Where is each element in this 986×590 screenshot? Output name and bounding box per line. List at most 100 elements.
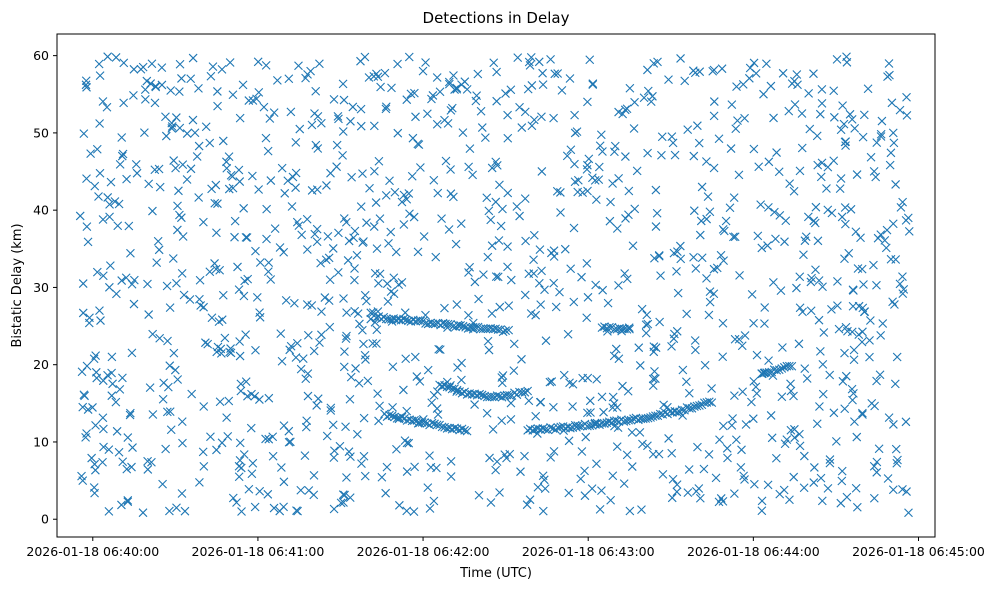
clutter-point (702, 214, 712, 224)
clutter-point (397, 197, 407, 207)
clutter-point (570, 177, 580, 187)
clutter-point (303, 369, 313, 379)
clutter-point (248, 96, 258, 105)
clutter-point (207, 184, 216, 194)
clutter-point (898, 197, 908, 207)
y-tick-label: 30 (33, 280, 49, 295)
y-axis-title: Bistatic Delay (km) (10, 223, 25, 347)
clutter-point (207, 313, 217, 323)
clutter-point (711, 473, 721, 483)
clutter-point (810, 218, 820, 228)
clutter-point (234, 472, 244, 482)
clutter-point (213, 342, 223, 352)
track-point (777, 364, 787, 373)
clutter-point (767, 433, 777, 443)
clutter-point (797, 109, 807, 118)
clutter-point (738, 387, 748, 397)
clutter-point (384, 239, 393, 248)
clutter-point (809, 69, 818, 79)
clutter-point (745, 63, 755, 73)
clutter-point (87, 453, 97, 463)
clutter-point (658, 470, 668, 479)
clutter-point (503, 133, 513, 143)
clutter-point (402, 194, 412, 204)
clutter-point (311, 140, 321, 150)
clutter-point (226, 344, 235, 353)
clutter-point (520, 194, 530, 203)
clutter-point (749, 58, 759, 68)
clutter-point (127, 462, 136, 472)
clutter-point (503, 262, 512, 272)
clutter-point (279, 502, 288, 512)
clutter-point (624, 186, 634, 196)
clutter-point (764, 356, 773, 365)
clutter-point (843, 326, 852, 336)
clutter-point (315, 59, 324, 69)
clutter-point (407, 171, 417, 181)
clutter-point (218, 290, 228, 300)
clutter-point (812, 131, 822, 141)
clutter-point (731, 124, 741, 134)
clutter-point (434, 344, 444, 354)
clutter-point (664, 75, 673, 84)
clutter-point (372, 325, 382, 335)
clutter-point (608, 471, 618, 481)
clutter-point (576, 474, 586, 484)
clutter-point (840, 219, 850, 229)
clutter-point (324, 296, 334, 305)
clutter-point (833, 276, 842, 286)
clutter-point (346, 372, 356, 382)
clutter-point (846, 204, 856, 214)
clutter-point (531, 411, 541, 421)
clutter-point (483, 336, 493, 346)
clutter-point (727, 421, 737, 430)
clutter-point (552, 186, 562, 196)
clutter-point (234, 165, 244, 175)
clutter-point (766, 411, 776, 420)
clutter-point (322, 431, 332, 441)
clutter-point (85, 313, 94, 323)
clutter-point (702, 273, 711, 283)
clutter-point (143, 465, 153, 474)
clutter-point (230, 232, 239, 242)
clutter-point (235, 351, 245, 361)
clutter-point (692, 121, 702, 131)
clutter-point (786, 379, 795, 389)
clutter-point (681, 377, 691, 387)
clutter-point (457, 375, 466, 385)
clutter-point (747, 289, 757, 299)
clutter-point (829, 408, 839, 418)
clutter-point (840, 348, 849, 358)
clutter-point (82, 174, 91, 184)
clutter-point (789, 186, 799, 196)
clutter-point (509, 366, 519, 376)
clutter-point (709, 163, 719, 173)
clutter-point (757, 496, 767, 506)
track-point (432, 420, 442, 430)
clutter-point (157, 80, 167, 90)
clutter-point (205, 138, 215, 148)
track-point (492, 391, 502, 401)
clutter-point (215, 397, 225, 407)
clutter-point (171, 113, 181, 122)
clutter-point (359, 339, 368, 349)
clutter-point (111, 289, 121, 299)
clutter-point (718, 318, 728, 328)
clutter-point (123, 497, 133, 507)
clutter-point (465, 144, 475, 153)
clutter-point (841, 141, 850, 151)
clutter-point (222, 157, 231, 167)
clutter-point (332, 162, 342, 172)
clutter-point (557, 85, 567, 95)
clutter-point (312, 401, 322, 410)
clutter-point (509, 339, 519, 349)
clutter-point (594, 175, 604, 185)
clutter-point (651, 343, 661, 353)
clutter-point (866, 152, 876, 162)
clutter-point (693, 442, 702, 452)
clutter-point (865, 335, 874, 345)
clutter-point (235, 113, 245, 123)
clutter-point (736, 463, 746, 472)
clutter-point (359, 413, 369, 423)
clutter-point (797, 143, 807, 153)
